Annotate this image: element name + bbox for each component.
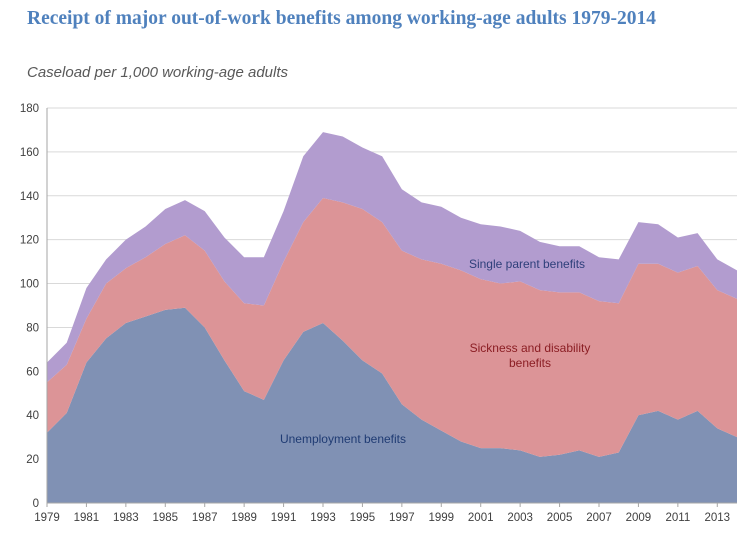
y-tick-labels: 0 20 40 60 80 100 120 140 160 180 bbox=[20, 103, 39, 510]
y-tick-label-160: 160 bbox=[20, 147, 39, 159]
chart-title: Receipt of major out-of-work benefits am… bbox=[27, 8, 656, 29]
y-tick-label-20: 20 bbox=[26, 454, 39, 466]
y-tick-label-60: 60 bbox=[26, 366, 39, 378]
series-label-line: Single parent benefits bbox=[469, 257, 585, 271]
series-label-line: Sickness and disability bbox=[470, 341, 591, 355]
y-tick-label-100: 100 bbox=[20, 279, 39, 291]
y-tick-label-140: 140 bbox=[20, 191, 39, 203]
x-tick-label-1979: 1979 bbox=[34, 512, 60, 524]
series-label-2: Sickness and disability benefits bbox=[470, 341, 591, 370]
series-label-line: Unemployment benefits bbox=[280, 432, 406, 446]
area-series-1 bbox=[47, 307, 737, 503]
x-tick-label-1981: 1981 bbox=[74, 512, 100, 524]
x-tick-label-1983: 1983 bbox=[113, 512, 139, 524]
x-tick-label-2009: 2009 bbox=[626, 512, 652, 524]
y-tick-label-0: 0 bbox=[33, 498, 39, 510]
axes bbox=[46, 108, 737, 507]
y-tick-label-120: 120 bbox=[20, 235, 39, 247]
x-tick-label-2007: 2007 bbox=[586, 512, 612, 524]
x-tick-label-1997: 1997 bbox=[389, 512, 415, 524]
x-tick-label-1991: 1991 bbox=[271, 512, 297, 524]
x-tick-label-1995: 1995 bbox=[350, 512, 376, 524]
x-tick-label-2013: 2013 bbox=[704, 512, 730, 524]
y-tick-label-180: 180 bbox=[20, 103, 39, 115]
series-label-3: Single parent benefits bbox=[469, 257, 585, 271]
x-tick-labels: 1979 1981 1983 1985 1987 1989 1991 1993 1995 1997… bbox=[34, 512, 730, 524]
x-tick-label-1993: 1993 bbox=[310, 512, 336, 524]
x-tick-label-1999: 1999 bbox=[428, 512, 454, 524]
x-tick-label-1987: 1987 bbox=[192, 512, 218, 524]
x-tick-label-2011: 2011 bbox=[665, 512, 690, 524]
series-label-line: benefits bbox=[509, 356, 551, 370]
area-series-2 bbox=[47, 197, 737, 457]
area-series-3 bbox=[47, 132, 737, 383]
x-tick-label-2005: 2005 bbox=[547, 512, 573, 524]
x-tick-label-2003: 2003 bbox=[507, 512, 533, 524]
series-label-1: Unemployment benefits bbox=[280, 432, 406, 446]
x-tick-label-1985: 1985 bbox=[152, 512, 178, 524]
chart-subtitle: Caseload per 1,000 working-age adults bbox=[27, 64, 288, 81]
y-tick-label-80: 80 bbox=[26, 322, 39, 334]
x-tick-label-1989: 1989 bbox=[231, 512, 257, 524]
series-labels: Unemployment benefits Sickness and disabi… bbox=[280, 257, 590, 446]
area-series bbox=[47, 132, 737, 503]
x-tick-label-2001: 2001 bbox=[468, 512, 494, 524]
y-tick-label-40: 40 bbox=[26, 410, 39, 422]
